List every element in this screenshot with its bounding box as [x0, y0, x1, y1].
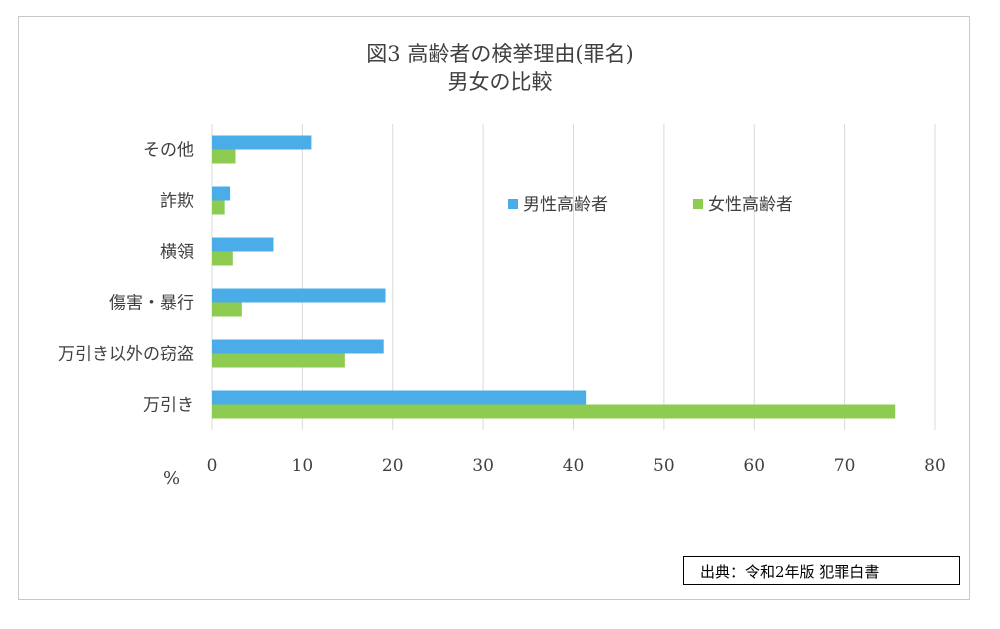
bar-female [212, 404, 896, 419]
grid-lines [211, 124, 936, 430]
x-tick-label: 50 [653, 456, 675, 476]
bar-female [212, 200, 225, 215]
legend-label: 男性高齢者 [523, 195, 608, 215]
x-tick-label: 70 [834, 456, 856, 476]
legend-label: 女性高齢者 [708, 195, 793, 215]
category-label: 万引き以外の窃盗 [58, 345, 194, 365]
bar-male [212, 237, 274, 252]
legend-swatch [693, 199, 703, 209]
legend: 男性高齢者 女性高齢者 [508, 195, 793, 215]
bar-female [212, 149, 236, 164]
unit-label: % [163, 468, 181, 489]
x-tick-label: 30 [472, 456, 494, 476]
category-label: 万引き [143, 396, 194, 416]
category-label: 詐欺 [160, 192, 194, 212]
chart-title: 図3 高齢者の検挙理由(罪名) [366, 42, 634, 66]
category-label: その他 [143, 141, 194, 161]
chart-frame [18, 16, 970, 600]
category-label: 横領 [160, 243, 194, 263]
bar-male [212, 186, 231, 201]
bar-male [212, 339, 384, 354]
x-tick-label: 40 [563, 456, 585, 476]
x-tick-label: 60 [743, 456, 765, 476]
bar-female [212, 353, 345, 368]
source-note: 出典：令和2年版 犯罪白書 [683, 556, 960, 585]
x-tick-label: 20 [382, 456, 404, 476]
bar-female [212, 251, 233, 266]
bars [212, 135, 896, 419]
x-tick-label: 10 [292, 456, 314, 476]
x-tick-label: 0 [207, 456, 218, 476]
bar-female [212, 302, 242, 317]
x-tick-labels: 0 10 20 30 40 50 60 70 80 [207, 456, 946, 476]
chart-subtitle: 男女の比較 [447, 70, 553, 94]
category-label: 傷害・暴行 [109, 294, 194, 314]
bar-male [212, 288, 386, 303]
legend-swatch [508, 199, 518, 209]
x-tick-label: 80 [924, 456, 946, 476]
bar-male [212, 390, 587, 405]
bar-male [212, 135, 312, 150]
